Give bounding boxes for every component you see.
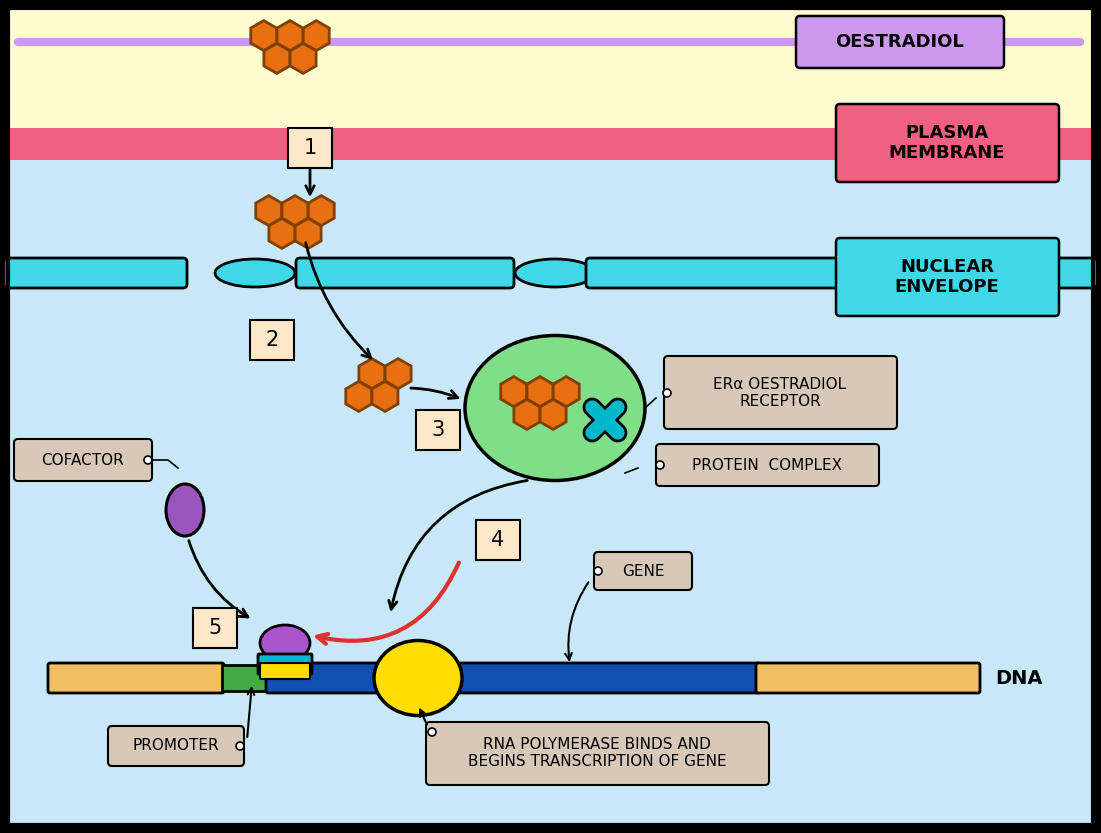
FancyBboxPatch shape [664, 356, 897, 429]
FancyBboxPatch shape [48, 663, 224, 693]
Text: NUCLEAR
ENVELOPE: NUCLEAR ENVELOPE [895, 257, 1000, 297]
FancyBboxPatch shape [296, 258, 514, 288]
FancyBboxPatch shape [266, 663, 760, 693]
Text: 3: 3 [432, 420, 445, 440]
Polygon shape [372, 382, 397, 412]
Polygon shape [264, 43, 290, 73]
Polygon shape [255, 196, 282, 226]
FancyBboxPatch shape [756, 663, 980, 693]
Circle shape [595, 567, 602, 575]
FancyBboxPatch shape [260, 663, 310, 679]
FancyBboxPatch shape [586, 258, 1097, 288]
FancyBboxPatch shape [8, 8, 1093, 825]
Polygon shape [282, 196, 308, 226]
Polygon shape [359, 358, 385, 389]
Text: PLASMA
MEMBRANE: PLASMA MEMBRANE [889, 123, 1005, 162]
Polygon shape [501, 377, 526, 407]
Polygon shape [385, 358, 411, 389]
Polygon shape [303, 21, 329, 51]
Circle shape [663, 389, 671, 397]
Circle shape [144, 456, 152, 464]
Ellipse shape [260, 625, 310, 661]
Text: PROMOTER: PROMOTER [133, 739, 219, 754]
FancyBboxPatch shape [595, 552, 693, 590]
FancyBboxPatch shape [836, 104, 1059, 182]
FancyBboxPatch shape [8, 128, 1093, 160]
Text: GENE: GENE [622, 563, 664, 578]
Polygon shape [346, 382, 372, 412]
FancyBboxPatch shape [836, 238, 1059, 316]
Polygon shape [308, 196, 335, 226]
Polygon shape [295, 218, 321, 248]
FancyBboxPatch shape [796, 16, 1004, 68]
Text: DNA: DNA [995, 669, 1043, 687]
Polygon shape [251, 21, 276, 51]
Ellipse shape [465, 336, 645, 481]
FancyBboxPatch shape [258, 654, 312, 674]
Polygon shape [554, 377, 579, 407]
Polygon shape [514, 399, 539, 429]
FancyBboxPatch shape [250, 320, 294, 360]
Ellipse shape [374, 641, 462, 716]
Text: 4: 4 [491, 530, 504, 550]
Text: 1: 1 [304, 138, 317, 158]
FancyBboxPatch shape [4, 258, 187, 288]
FancyBboxPatch shape [14, 439, 152, 481]
Circle shape [656, 461, 664, 469]
Ellipse shape [215, 259, 295, 287]
Ellipse shape [166, 484, 204, 536]
Text: ERα OESTRADIOL
RECEPTOR: ERα OESTRADIOL RECEPTOR [713, 377, 847, 409]
Text: COFACTOR: COFACTOR [42, 452, 124, 467]
FancyBboxPatch shape [108, 726, 244, 766]
Text: OESTRADIOL: OESTRADIOL [836, 33, 964, 51]
FancyBboxPatch shape [416, 410, 460, 450]
Text: 2: 2 [265, 330, 279, 350]
FancyBboxPatch shape [426, 722, 768, 785]
Circle shape [428, 728, 436, 736]
FancyBboxPatch shape [193, 608, 237, 648]
FancyBboxPatch shape [476, 520, 520, 560]
Text: RNA POLYMERASE BINDS AND
BEGINS TRANSCRIPTION OF GENE: RNA POLYMERASE BINDS AND BEGINS TRANSCRI… [468, 737, 727, 769]
Polygon shape [291, 43, 316, 73]
Polygon shape [269, 218, 295, 248]
Polygon shape [541, 399, 566, 429]
Ellipse shape [515, 259, 595, 287]
FancyBboxPatch shape [288, 128, 333, 168]
Circle shape [236, 742, 244, 750]
FancyBboxPatch shape [8, 160, 1093, 825]
Text: PROTEIN  COMPLEX: PROTEIN COMPLEX [691, 457, 842, 472]
FancyBboxPatch shape [8, 8, 1093, 128]
FancyBboxPatch shape [222, 665, 268, 691]
Polygon shape [527, 377, 553, 407]
Polygon shape [277, 21, 303, 51]
Text: 5: 5 [208, 618, 221, 638]
FancyBboxPatch shape [656, 444, 879, 486]
